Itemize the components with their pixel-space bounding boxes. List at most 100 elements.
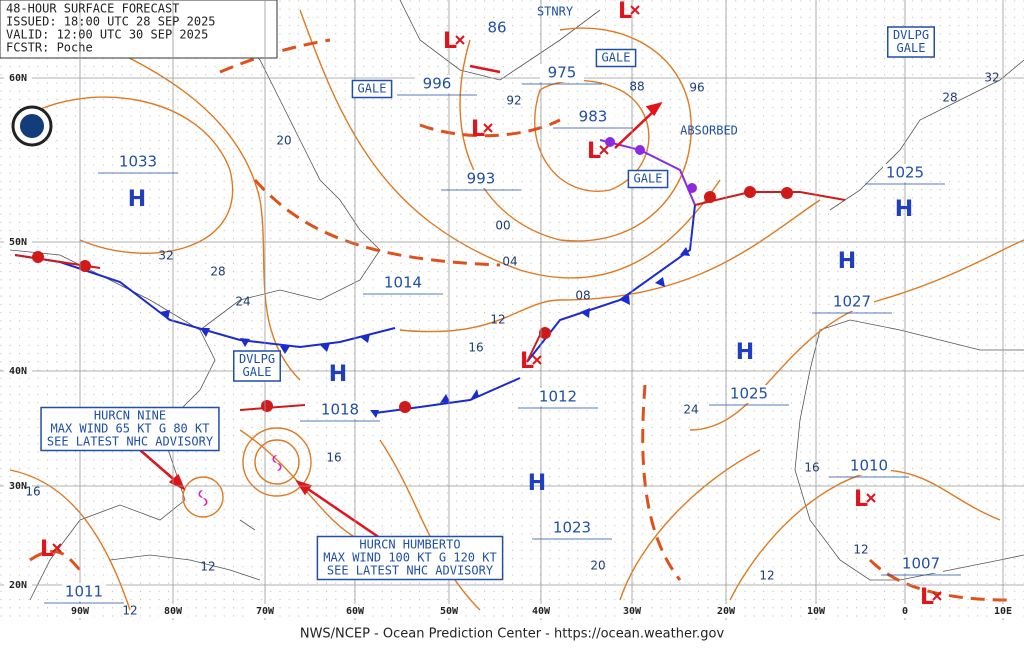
lon-label: 90W (71, 606, 90, 617)
pressure-value: 1027 (833, 293, 871, 311)
pressure-bg (415, 75, 459, 93)
isobar-label: 12 (759, 569, 774, 583)
high-center: H (329, 362, 347, 387)
pressure-value: 993 (467, 170, 496, 188)
low-x (932, 591, 942, 601)
pressure-value: 996 (423, 75, 452, 93)
low-center: L (920, 585, 934, 610)
lat-label-bg (4, 235, 32, 249)
high-center: H (128, 187, 146, 212)
isobar-label: 86 (487, 19, 506, 37)
low-center: L (40, 537, 54, 562)
box-text: GALE (602, 51, 631, 65)
isobar-label: 12 (853, 543, 868, 557)
fronts (14, 137, 846, 418)
isobar-label: 28 (942, 91, 957, 105)
lon-label: 0 (902, 606, 908, 617)
pressure-bg (116, 153, 160, 171)
lat-label: 30N (9, 481, 27, 492)
lat-label-bg (4, 364, 32, 378)
annotation: STNRY (537, 5, 574, 19)
low-center: L (587, 139, 601, 164)
lon-label-bg (618, 604, 646, 618)
lon-label: 80W (164, 606, 183, 617)
label-box (233, 350, 281, 382)
lon-label-bg (159, 604, 187, 618)
low-center: L (854, 487, 868, 512)
lat-label: 50N (9, 237, 27, 248)
box-text: MAX WIND 100 KT G 120 KT (323, 551, 496, 565)
pressure-bg (62, 583, 106, 601)
lon-label: 40W (532, 606, 551, 617)
pressure-bg (571, 108, 615, 126)
pressure-bg (727, 385, 771, 403)
low-center: L (443, 29, 457, 54)
arrows (139, 64, 663, 540)
pressure-bg (459, 170, 503, 188)
lon-label-bg (802, 604, 830, 618)
lon-label-bg (712, 604, 740, 618)
pressure-value: 983 (579, 108, 608, 126)
pressure-value: 1023 (553, 519, 591, 537)
isobar-label: 16 (25, 485, 40, 499)
isobar-label: 20 (590, 559, 605, 573)
header-line: VALID: 12:00 UTC 30 SEP 2025 (6, 28, 208, 42)
low-x (483, 123, 493, 133)
low-center: L (520, 349, 534, 374)
label-box (627, 169, 669, 189)
isobar-label: 04 (502, 255, 517, 269)
lat-label-bg (4, 578, 32, 592)
high-center: H (736, 340, 754, 365)
high-center: H (838, 249, 856, 274)
isobar-label: 16 (326, 451, 341, 465)
box-text: HURCN HUMBERTO (359, 538, 460, 552)
isobar-label: 92 (506, 94, 521, 108)
isobar-label: 32 (158, 249, 173, 263)
lon-label: 60W (346, 606, 365, 617)
troughs (29, 38, 1011, 602)
low-x (630, 5, 640, 15)
pressure-bg (540, 64, 584, 82)
pressure-value: 1025 (730, 385, 768, 403)
lon-label-bg (527, 604, 555, 618)
box-text: HURCN NINE (94, 409, 166, 423)
label-box (351, 79, 393, 99)
isobar-label: 12 (490, 313, 505, 327)
low-x (52, 543, 62, 553)
isobar-label: 12 (200, 560, 215, 574)
pressure-bg (883, 164, 927, 182)
lon-label-bg (435, 604, 463, 618)
low-center: L (618, 0, 632, 24)
pressure-bg (899, 555, 943, 573)
high-center: H (895, 197, 913, 222)
box-text: DVLPG (893, 28, 929, 42)
pressure-value: 1018 (321, 401, 359, 419)
pressure-value: 1011 (65, 583, 103, 601)
lon-label: 70W (256, 606, 275, 617)
lon-label-bg (989, 604, 1017, 618)
pressure-value: 1033 (119, 153, 157, 171)
isobar-label: 16 (468, 341, 483, 355)
footer: NWS/NCEP - Ocean Prediction Center - htt… (300, 627, 725, 642)
box-text: GALE (634, 172, 663, 186)
lat-label: 40N (9, 366, 27, 377)
box-text: SEE LATEST NHC ADVISORY (327, 564, 494, 578)
lon-label-bg (341, 604, 369, 618)
pressure-bg (830, 293, 874, 311)
pressure-value: 975 (548, 64, 577, 82)
lon-label-bg (891, 604, 919, 618)
pressure-value: 1007 (902, 555, 940, 573)
label-box (887, 26, 935, 58)
header-box (0, 0, 278, 59)
pressure-value: 1010 (850, 457, 888, 475)
lat-label: 60N (9, 73, 27, 84)
box-text: GALE (243, 365, 272, 379)
pressure-value: 1012 (539, 388, 577, 406)
box-text: GALE (897, 41, 926, 55)
isobar-label: 24 (683, 403, 698, 417)
pressure-value: 1025 (886, 164, 924, 182)
lat-label-bg (4, 479, 32, 493)
pressure-bg (536, 388, 580, 406)
low-center: L (471, 117, 485, 142)
box-text: MAX WIND 65 KT G 80 KT (51, 422, 210, 436)
